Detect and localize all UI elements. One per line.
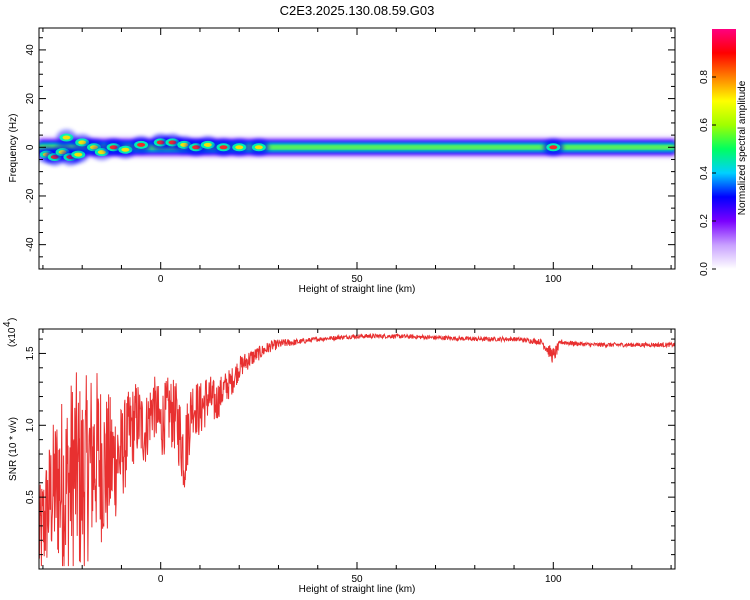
snr-x-tick-label: 0 <box>158 574 164 585</box>
colorbar-tick-label: 0.6 <box>699 118 710 132</box>
spectrogram-heatmap <box>39 129 675 166</box>
spectrogram-y-tick-label: 20 <box>25 93 36 105</box>
colorbar-gradient <box>712 29 736 269</box>
spectrogram-y-tick-label: -40 <box>25 237 36 252</box>
spectral-peak-core <box>74 152 83 157</box>
snr-x-label: Height of straight line (km) <box>299 584 416 595</box>
spectrogram-ticks: 0 50 100 -40 -20 0 20 40 <box>25 28 675 285</box>
spectral-peak-core <box>235 145 244 150</box>
snr-y-tick-label: 0.5 <box>25 490 36 504</box>
snr-multiplier-close: ) <box>7 318 18 321</box>
colorbar-label: Normalized spectral amplitude <box>737 80 748 215</box>
colorbar-tick-label: 0.8 <box>699 70 710 84</box>
snr-multiplier-base: (x10 <box>7 327 18 347</box>
colorbar-ticks: 0.0 0.2 0.4 0.6 0.8 <box>699 70 716 276</box>
snr-series-line <box>39 332 675 567</box>
spectrogram-y-tick-label: 0 <box>25 144 36 150</box>
colorbar-tick-label: 0.4 <box>699 166 710 180</box>
spectrogram-y-tick-label: 40 <box>25 44 36 56</box>
colorbar: 0.0 0.2 0.4 0.6 0.8 Normalized spectral ampl… <box>699 29 748 276</box>
chart-title: C2E3.2025.130.08.59.G03 <box>280 3 435 18</box>
spectrogram-y-tick-label: -20 <box>25 188 36 203</box>
spectrogram-x-tick-label: 50 <box>351 274 363 285</box>
spectral-peak-core <box>203 142 212 147</box>
spectral-peak-core <box>121 147 130 152</box>
spectral-peak-core <box>219 145 228 150</box>
snr-y-tick-label: 1.5 <box>25 346 36 360</box>
spectrogram-x-tick-label: 100 <box>545 274 562 285</box>
spectral-peak-core <box>137 142 146 147</box>
snr-multiplier: (x10 4 ) <box>2 318 18 347</box>
colorbar-tick-label: 0.0 <box>699 262 710 276</box>
spectral-peak-core <box>549 145 558 150</box>
spectral-peak-core <box>254 145 263 150</box>
snr-ticks: 0 50 100 0.5 1.0 1.5 <box>25 329 675 585</box>
spectrogram-y-label: Frequency (Hz) <box>8 114 19 183</box>
ridge-core <box>39 146 675 149</box>
spectral-peak-core <box>62 135 71 140</box>
snr-multiplier-exp: 4 <box>2 321 13 327</box>
snr-frame <box>38 328 676 570</box>
snr-y-label: SNR (10 * v/v) <box>8 417 19 481</box>
snr-x-tick-label: 50 <box>351 574 363 585</box>
spectral-peak-core <box>78 140 87 145</box>
spectrogram-x-label: Height of straight line (km) <box>299 284 416 295</box>
snr-x-tick-label: 100 <box>545 574 562 585</box>
spectrogram-x-tick-label: 0 <box>158 274 164 285</box>
spectral-peak-core <box>97 150 106 155</box>
snr-y-tick-label: 1.0 <box>25 418 36 432</box>
colorbar-tick-label: 0.2 <box>699 214 710 228</box>
spectrogram-panel: 0 50 100 -40 -20 0 20 40 Frequency (Hz) Height … <box>8 27 676 295</box>
